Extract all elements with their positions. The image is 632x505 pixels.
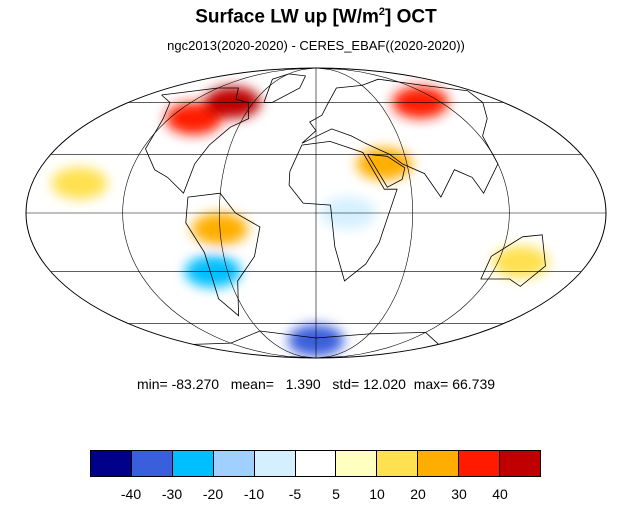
colorbar-tick-label: -5 [288, 486, 302, 502]
world-map [25, 67, 607, 359]
colorbar-tick-label: 30 [451, 486, 467, 502]
statistics-line: min= -83.270 mean= 1.390 std= 12.020 max… [0, 376, 632, 392]
continent-outline-arabia [367, 154, 406, 188]
stat-min-label: min= [136, 376, 168, 392]
colorbar-tick-label: 5 [332, 486, 340, 502]
stat-std-value: 12.020 [363, 376, 406, 392]
meridian-line [315, 68, 510, 358]
title-superscript: 2 [378, 6, 386, 18]
continent-outline-africa [288, 140, 398, 282]
stat-min-value: -83.270 [171, 376, 220, 392]
colorbar-swatch [254, 451, 296, 476]
stat-mean-label: mean= [230, 376, 274, 392]
globe-outline [25, 67, 607, 359]
meridian-line [315, 68, 414, 358]
continent-outline-south-america [185, 192, 261, 317]
colorbar-swatch [500, 451, 540, 476]
stat-mean-value: 1.390 [285, 376, 321, 392]
anomaly-region [492, 246, 549, 279]
stat-max-label: max= [413, 376, 449, 392]
colorbar-swatch [295, 451, 337, 476]
stat-std-label: std= [332, 376, 360, 392]
colorbar-tick-label: 40 [492, 486, 508, 502]
map-subtitle: ngc2013(2020-2020) - CERES_EBAF((2020-20… [167, 38, 465, 53]
colorbar-swatch [213, 451, 255, 476]
colorbar-swatch [91, 451, 132, 476]
title-tail: ] OCT [385, 6, 437, 28]
anomaly-region [51, 167, 108, 200]
colorbar-swatch [172, 451, 214, 476]
colorbar-tick-label: -10 [243, 486, 265, 502]
stat-max-value: 66.739 [452, 376, 496, 392]
colorbar-swatch [131, 451, 173, 476]
continent-outline-australia [480, 234, 546, 287]
colorbar-tick-label: 20 [410, 486, 426, 502]
colorbar-swatch [418, 451, 460, 476]
colorbar-tick-label: -40 [120, 486, 142, 502]
colorbar-ticks: -40 -30 -20 -10 -5 5 10 20 30 40 [0, 486, 632, 504]
colorbar-tick-label: -30 [161, 486, 183, 502]
colorbar-tick-label: -20 [202, 486, 224, 502]
colorbar-swatch [377, 451, 419, 476]
colorbar [90, 450, 541, 477]
anomaly-region [356, 147, 413, 180]
meridian-line [218, 68, 317, 358]
colorbar-tick-label: 10 [369, 486, 385, 502]
colorbar-swatch [459, 451, 501, 476]
colorbar-swatch [336, 451, 378, 476]
map-title: Surface LW up [W/m2] OCT [0, 6, 632, 28]
anomaly-region [165, 102, 222, 135]
meridian-line [122, 68, 317, 358]
title-main: Surface LW up [W/m [195, 6, 379, 28]
